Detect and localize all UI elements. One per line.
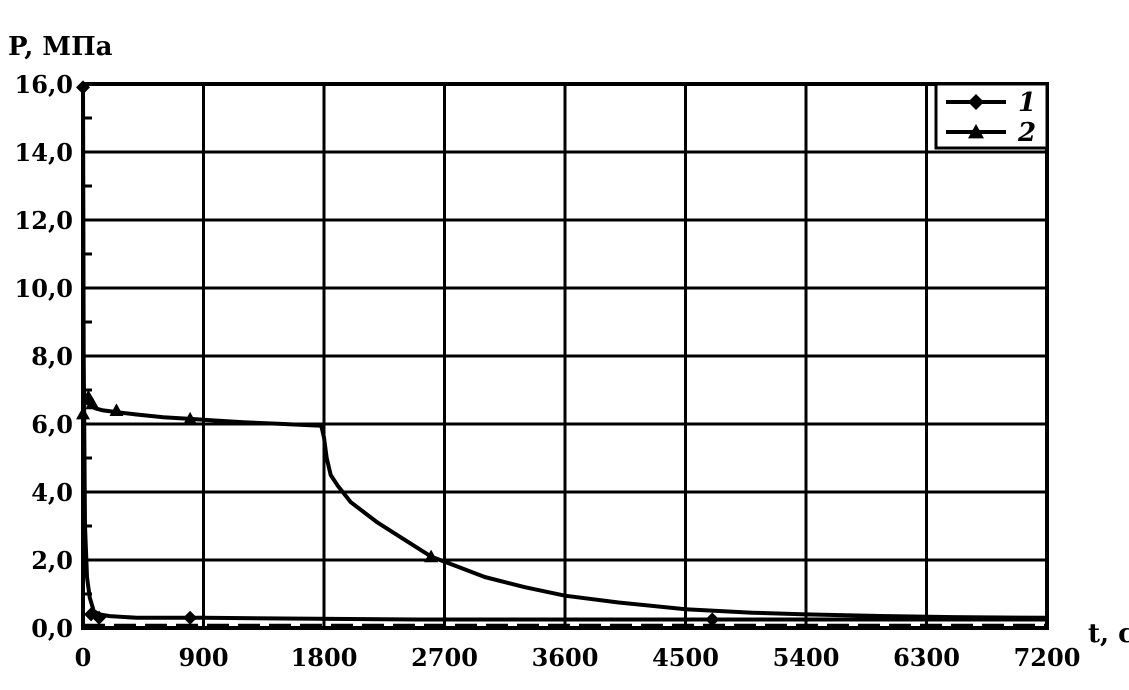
x-axis-label: t, с xyxy=(1088,619,1129,649)
legend-marker-1 xyxy=(968,94,984,110)
legend: 12 xyxy=(934,82,1049,150)
grid xyxy=(81,82,1049,630)
x-tick-label-7: 6300 xyxy=(893,643,960,672)
x-tick-label-1: 900 xyxy=(178,643,228,672)
plot-frame xyxy=(81,82,1049,630)
y-tick-label-0: 0,0 xyxy=(31,614,73,643)
series-line-2 xyxy=(81,394,1048,620)
legend-label-2: 2 xyxy=(1017,118,1036,148)
x-tick-label-8: 7200 xyxy=(1014,643,1081,672)
series-1-point-2 xyxy=(92,610,107,625)
legend-label-1: 1 xyxy=(1018,88,1036,118)
x-tick-label-6: 5400 xyxy=(773,643,840,672)
series-1 xyxy=(76,80,1047,627)
series-1-point-3 xyxy=(183,610,198,625)
x-tick-labels: 0 900 1800 2700 3600 4500 5400 6300 7200 xyxy=(75,643,1081,672)
y-tick-label-8: 16,0 xyxy=(15,70,73,99)
series-layer xyxy=(76,80,1048,627)
x-tick-label-0: 0 xyxy=(75,643,92,672)
series-2 xyxy=(76,389,1048,620)
y-tick-label-5: 10,0 xyxy=(15,274,73,303)
y-tick-label-3: 6,0 xyxy=(31,410,73,439)
y-tick-label-7: 14,0 xyxy=(15,138,73,167)
series-2-point-3 xyxy=(109,403,124,416)
series-2-point-2 xyxy=(85,396,100,410)
y-tick-label-4: 8,0 xyxy=(31,342,73,371)
x-tick-label-4: 3600 xyxy=(532,643,599,672)
x-tick-label-3: 2700 xyxy=(411,643,478,672)
legend-marker-2 xyxy=(968,124,984,139)
series-2-point-4 xyxy=(183,411,198,425)
y-tick-label-2: 4,0 xyxy=(31,478,73,507)
series-2-point-5 xyxy=(424,549,439,563)
y-tick-label-6: 12,0 xyxy=(15,206,73,235)
legend-box xyxy=(934,82,1049,150)
series-line-1 xyxy=(81,83,1047,622)
series-1-point-4 xyxy=(705,612,720,627)
x-tick-label-2: 1800 xyxy=(291,643,358,672)
y-tick-labels: 0,0 2,0 4,0 6,0 8,0 10,0 12,0 14,0 16,0 xyxy=(15,70,73,643)
x-tick-label-5: 4500 xyxy=(652,643,719,672)
y-axis-label: P, МПа xyxy=(8,32,113,62)
y-tick-label-1: 2,0 xyxy=(31,546,73,575)
